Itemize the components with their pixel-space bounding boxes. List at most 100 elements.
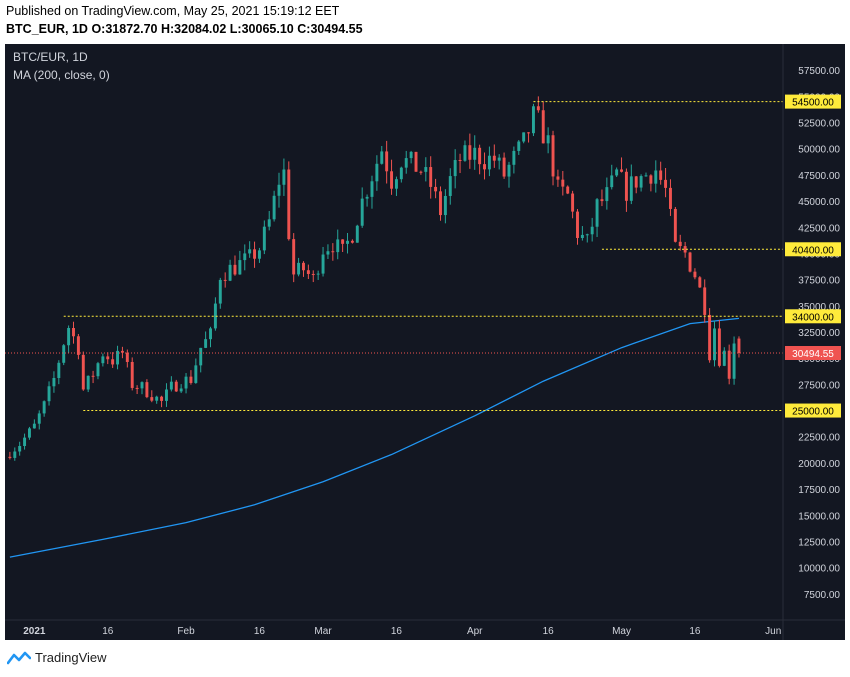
candle-body (727, 350, 731, 379)
candle-body (18, 446, 22, 452)
candle-body (91, 375, 95, 377)
candle-body (233, 264, 237, 275)
candle-body (708, 314, 712, 361)
candle-body (336, 239, 340, 253)
y-tick-label: 42500.00 (798, 223, 840, 234)
candle-body (130, 361, 134, 388)
symbol-ohlc-line: BTC_EUR, 1D O:31872.70 H:32084.02 L:3006… (6, 22, 363, 36)
candle-body (673, 208, 677, 242)
candle-body (556, 176, 560, 180)
candle-body (468, 145, 472, 160)
candle-body (272, 195, 276, 220)
level-label-box (785, 242, 841, 257)
candle-body (561, 179, 565, 187)
candle-body (620, 169, 623, 172)
candle-body (678, 241, 682, 247)
candle-body (424, 167, 428, 172)
chart-background (5, 44, 845, 640)
candle-body (507, 164, 511, 177)
x-tick-label: 16 (543, 626, 555, 637)
candle-body (32, 423, 36, 429)
x-tick-label: 16 (391, 626, 403, 637)
candle-body (497, 157, 501, 161)
candle-body (341, 239, 345, 244)
y-tick-label: 27500.00 (798, 380, 840, 391)
x-tick-label: 16 (689, 626, 701, 637)
y-tick-label: 12500.00 (798, 537, 840, 548)
candle-body (409, 151, 413, 159)
candle-body (512, 150, 516, 165)
published-line: Published on TradingView.com, May 25, 20… (6, 4, 340, 18)
candle-body (23, 437, 27, 447)
candle-body (668, 187, 672, 209)
candle-body (223, 279, 227, 281)
candle-body (194, 365, 198, 383)
candle-body (111, 359, 115, 365)
level-label: 40400.00 (792, 245, 834, 256)
candle-body (478, 147, 482, 165)
candle-body (664, 179, 668, 188)
candle-body (350, 240, 354, 243)
candle-body (169, 381, 173, 390)
candle-body (316, 273, 320, 275)
level-label: 25000.00 (792, 407, 834, 418)
y-tick-label: 17500.00 (798, 485, 840, 496)
candle-body (600, 199, 604, 202)
candle-body (306, 270, 310, 274)
y-tick-label: 47500.00 (798, 171, 840, 182)
candle-body (448, 176, 452, 196)
symbol-label: BTC_EUR, 1D (6, 22, 88, 36)
candle-body (629, 176, 633, 201)
x-tick-label: 16 (102, 626, 114, 637)
candle-body (649, 175, 653, 184)
y-axis: 7500.00 10000.00 12500.00 15000.00 17500.00 2… (798, 66, 840, 601)
candle-body (326, 251, 330, 255)
candle-body (52, 377, 56, 387)
y-tick-label: 50000.00 (798, 145, 840, 156)
x-tick-label: Mar (314, 626, 332, 637)
candle-body (145, 382, 149, 398)
candle-body (116, 350, 120, 365)
brand-name: TradingView (35, 650, 107, 665)
candle-body (439, 191, 442, 216)
candle-body (375, 163, 379, 182)
y-tick-label: 15000.00 (798, 511, 840, 522)
candle-body (546, 135, 550, 144)
candle-body (385, 151, 389, 172)
candle-body (297, 262, 301, 275)
candle-body (120, 350, 124, 353)
candle-body (57, 362, 61, 378)
y-tick-label: 35000.00 (798, 302, 840, 313)
candle-body (37, 413, 41, 424)
y-tick-label: 45000.00 (798, 197, 840, 208)
candle-body (8, 456, 12, 458)
y-tick-label: 32500.00 (798, 328, 840, 339)
brand[interactable]: TradingView (7, 650, 107, 665)
level-label-box (785, 309, 841, 324)
candle-body (527, 132, 531, 134)
candle-body (414, 151, 418, 172)
candle-body (248, 249, 252, 254)
candle-body (492, 155, 496, 161)
candle-body (399, 167, 403, 180)
price-chart[interactable]: 7500.0010000.0012500.0015000.0017500.002… (5, 44, 845, 640)
x-tick-label: Feb (177, 626, 195, 637)
candle-body (703, 287, 707, 315)
level-label: 34000.00 (792, 312, 834, 323)
candle-body (213, 303, 217, 329)
candle-body (390, 171, 394, 189)
candle-body (463, 145, 467, 161)
candle-body (717, 328, 721, 366)
candle-body (624, 171, 628, 201)
candle-body (346, 240, 349, 244)
candle-body (199, 347, 203, 366)
candle-body (62, 345, 66, 363)
candle-body (228, 264, 232, 281)
candle-body (429, 167, 433, 187)
candle-body (267, 219, 271, 227)
candle-body (458, 160, 462, 162)
candle-body (331, 251, 335, 253)
x-tick-label: May (612, 626, 631, 637)
level-label: 54500.00 (792, 98, 834, 109)
candle-body (522, 132, 526, 142)
